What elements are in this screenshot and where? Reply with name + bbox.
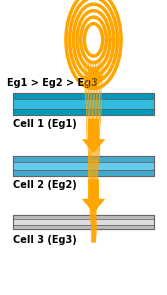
FancyArrow shape — [82, 70, 105, 90]
Bar — [13, 215, 154, 229]
Bar — [13, 225, 154, 229]
Bar — [13, 156, 154, 162]
Text: Cell 3 (Eg3): Cell 3 (Eg3) — [13, 235, 77, 245]
Bar — [13, 109, 154, 115]
Bar — [13, 156, 154, 176]
Bar — [13, 93, 154, 99]
Bar — [13, 170, 154, 176]
Text: Cell 1 (Eg1): Cell 1 (Eg1) — [13, 119, 77, 129]
FancyArrow shape — [82, 119, 105, 153]
Bar — [13, 93, 154, 115]
Text: Eg1 > Eg2 > Eg3: Eg1 > Eg2 > Eg3 — [7, 78, 98, 88]
Bar — [13, 156, 154, 176]
Text: Cell 2 (Eg2): Cell 2 (Eg2) — [13, 180, 77, 190]
FancyArrow shape — [82, 179, 105, 213]
Bar — [13, 215, 154, 229]
Bar — [13, 93, 154, 115]
Bar — [13, 215, 154, 219]
